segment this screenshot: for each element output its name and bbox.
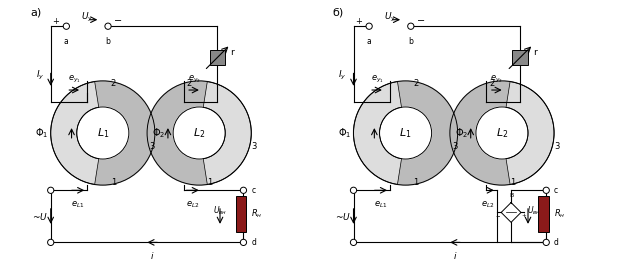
Bar xyxy=(235,196,246,232)
Text: $I_y$: $I_y$ xyxy=(36,69,44,82)
Text: а): а) xyxy=(30,8,41,18)
Text: 3: 3 xyxy=(150,142,155,151)
Text: c: c xyxy=(251,186,255,195)
Text: 2: 2 xyxy=(414,79,419,88)
Text: $L_2$: $L_2$ xyxy=(193,126,206,140)
Circle shape xyxy=(476,107,528,159)
Text: B: B xyxy=(509,193,513,198)
Text: $e_{y_2}$: $e_{y_2}$ xyxy=(490,74,503,85)
Text: $R_н$: $R_н$ xyxy=(251,207,263,220)
Circle shape xyxy=(50,81,155,185)
Text: ~$U$: ~$U$ xyxy=(335,211,351,222)
Text: 3: 3 xyxy=(554,142,559,151)
Text: $e_{L1}$: $e_{L1}$ xyxy=(71,200,85,210)
Text: $\Phi_2$: $\Phi_2$ xyxy=(152,126,166,140)
Text: $U_{вн}$: $U_{вн}$ xyxy=(213,205,227,217)
Bar xyxy=(209,50,226,65)
Text: б): б) xyxy=(333,8,344,18)
Text: $L_1$: $L_1$ xyxy=(97,126,109,140)
Text: 1: 1 xyxy=(207,178,212,187)
Circle shape xyxy=(240,239,247,246)
Text: +: + xyxy=(355,16,362,26)
Circle shape xyxy=(47,187,54,193)
Text: $L_2$: $L_2$ xyxy=(496,126,508,140)
Text: $+$: $+$ xyxy=(521,211,527,219)
Text: +: + xyxy=(52,16,59,26)
Text: $I_y$: $I_y$ xyxy=(338,69,347,82)
Circle shape xyxy=(366,23,373,29)
Circle shape xyxy=(63,23,70,29)
Text: $\Phi_1$: $\Phi_1$ xyxy=(35,126,49,140)
Polygon shape xyxy=(353,82,401,184)
Circle shape xyxy=(407,23,414,29)
Circle shape xyxy=(105,23,111,29)
Circle shape xyxy=(379,107,432,159)
Text: b: b xyxy=(105,37,110,46)
Circle shape xyxy=(543,187,549,193)
Text: i: i xyxy=(151,251,153,260)
Bar xyxy=(512,50,528,65)
Circle shape xyxy=(77,107,129,159)
Text: −: − xyxy=(417,16,426,26)
Text: $U_y$: $U_y$ xyxy=(384,11,396,24)
Text: d: d xyxy=(251,238,256,247)
Bar xyxy=(538,196,549,232)
Text: 1: 1 xyxy=(510,178,515,187)
Circle shape xyxy=(450,81,554,185)
Text: $U_y$: $U_y$ xyxy=(81,11,93,24)
Text: $\Phi_2$: $\Phi_2$ xyxy=(455,126,468,140)
Text: i: i xyxy=(454,251,456,260)
Circle shape xyxy=(353,81,458,185)
Text: ~$U$: ~$U$ xyxy=(32,211,49,222)
Text: −: − xyxy=(115,16,123,26)
Polygon shape xyxy=(50,82,98,184)
Polygon shape xyxy=(203,82,251,184)
Text: c: c xyxy=(554,186,558,195)
Circle shape xyxy=(147,81,251,185)
Text: 3: 3 xyxy=(452,142,458,151)
Text: $e_{y_1}$: $e_{y_1}$ xyxy=(371,74,383,85)
Text: $-$: $-$ xyxy=(495,213,502,218)
Text: $L_1$: $L_1$ xyxy=(399,126,412,140)
Circle shape xyxy=(173,107,226,159)
Text: $\Phi_1$: $\Phi_1$ xyxy=(338,126,351,140)
Text: b: b xyxy=(408,37,413,46)
Text: r: r xyxy=(231,48,234,57)
Text: 3: 3 xyxy=(251,142,257,151)
Text: $U_{вн}$: $U_{вн}$ xyxy=(528,205,541,217)
Circle shape xyxy=(543,239,549,246)
Polygon shape xyxy=(506,82,554,184)
Text: 2: 2 xyxy=(186,79,191,88)
Circle shape xyxy=(47,239,54,246)
Text: d: d xyxy=(554,238,559,247)
Text: 1: 1 xyxy=(414,178,419,187)
Circle shape xyxy=(350,239,356,246)
Text: $e_{L2}$: $e_{L2}$ xyxy=(186,200,199,210)
Text: a: a xyxy=(64,37,69,46)
Text: $e_{L2}$: $e_{L2}$ xyxy=(481,200,495,210)
Circle shape xyxy=(240,187,247,193)
Text: 2: 2 xyxy=(489,79,494,88)
Text: $e_{y_2}$: $e_{y_2}$ xyxy=(188,74,201,85)
Text: $e_{y_1}$: $e_{y_1}$ xyxy=(68,74,80,85)
Text: $R_н$: $R_н$ xyxy=(554,207,566,220)
Circle shape xyxy=(350,187,356,193)
Text: a: a xyxy=(367,37,371,46)
Text: $e_{L1}$: $e_{L1}$ xyxy=(374,200,388,210)
Text: r: r xyxy=(533,48,537,57)
Text: 2: 2 xyxy=(111,79,116,88)
Text: 1: 1 xyxy=(111,178,116,187)
